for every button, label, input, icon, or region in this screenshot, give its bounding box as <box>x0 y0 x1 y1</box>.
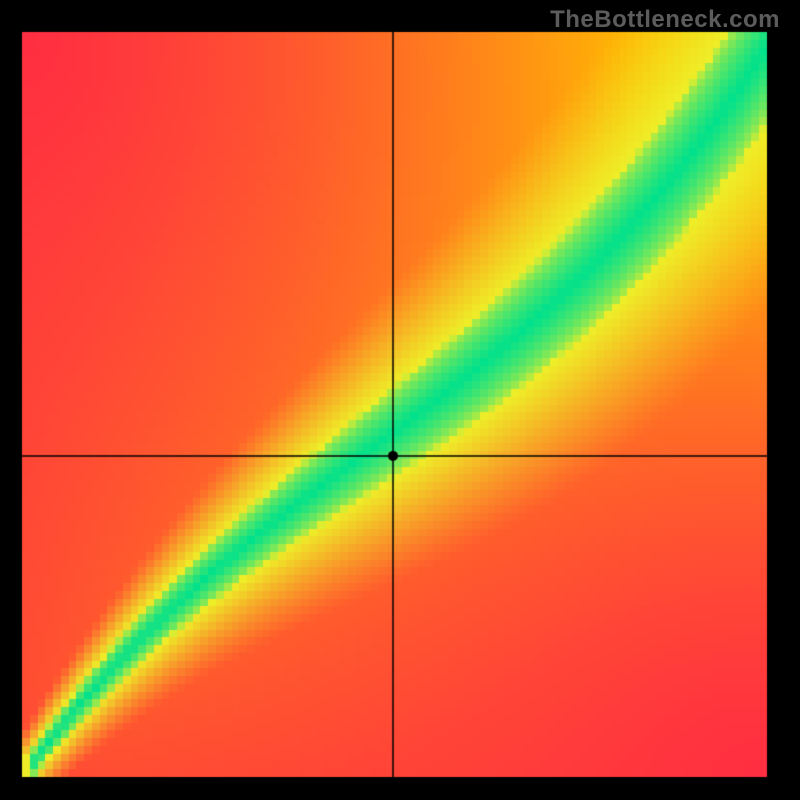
chart-container: TheBottleneck.com <box>0 0 800 800</box>
watermark-text: TheBottleneck.com <box>550 6 780 34</box>
bottleneck-heatmap <box>0 0 800 800</box>
